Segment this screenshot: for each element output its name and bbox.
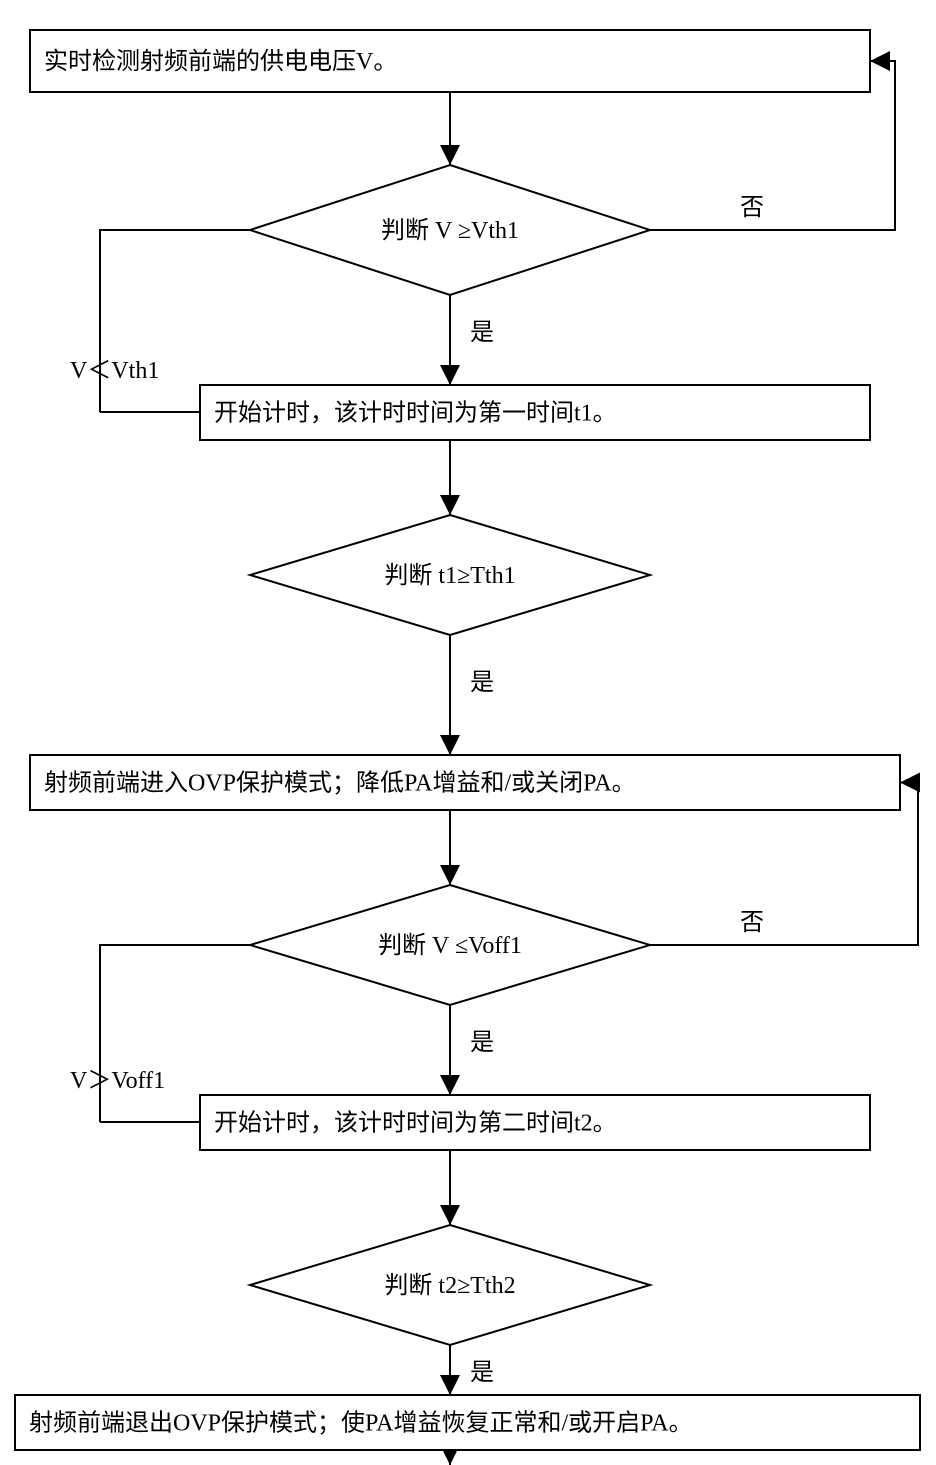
node-n5: 射频前端退出OVP保护模式；使PA增益恢复正常和/或开启PA。	[15, 1395, 920, 1450]
edge-e_d4_n5-label: 是	[470, 1360, 494, 1386]
node-n4-label: 开始计时，该计时时间为第二时间t2。	[214, 1110, 617, 1137]
node-d2: 判断 t1≥Tth1	[250, 515, 650, 635]
node-d4: 判断 t2≥Tth2	[250, 1225, 650, 1345]
node-n2-label: 开始计时，该计时时间为第一时间t1。	[214, 400, 617, 427]
edge-e_d3_n4-label: 是	[470, 1030, 494, 1056]
node-n3: 射频前端进入OVP保护模式；降低PA增益和/或关闭PA。	[30, 755, 900, 810]
edge-e_d3_no-label: 否	[740, 910, 764, 936]
node-n4: 开始计时，该计时时间为第二时间t2。	[200, 1095, 870, 1150]
edge-e_d1_n2-label: 是	[470, 320, 494, 346]
node-n1-label: 实时检测射频前端的供电电压V。	[44, 48, 397, 75]
flowchart-diagram: 实时检测射频前端的供电电压V。判断 V ≥Vth1 开始计时，该计时时间为第一时间…	[0, 0, 936, 1465]
node-d2-label: 判断 t1≥Tth1	[384, 562, 515, 589]
edge-e_n2_left-label: V＜Vth1	[70, 358, 159, 384]
node-n5-label: 射频前端退出OVP保护模式；使PA增益恢复正常和/或开启PA。	[29, 1410, 693, 1437]
edge-e_d2_n3-label: 是	[470, 670, 494, 696]
node-d1-label: 判断 V ≥Vth1	[381, 217, 519, 244]
node-n3-label: 射频前端进入OVP保护模式；降低PA增益和/或关闭PA。	[44, 770, 636, 797]
node-d3-label: 判断 V ≤Voff1	[378, 932, 522, 959]
node-n1: 实时检测射频前端的供电电压V。	[30, 30, 870, 92]
node-d1: 判断 V ≥Vth1	[250, 165, 650, 295]
edge-e_d1_no-label: 否	[740, 195, 764, 221]
edge-e_n4_left-label: V＞Voff1	[70, 1068, 165, 1094]
nodes-layer: 实时检测射频前端的供电电压V。判断 V ≥Vth1 开始计时，该计时时间为第一时间…	[15, 30, 920, 1450]
node-d3: 判断 V ≤Voff1	[250, 885, 650, 1005]
node-n2: 开始计时，该计时时间为第一时间t1。	[200, 385, 870, 440]
node-d4-label: 判断 t2≥Tth2	[384, 1272, 515, 1299]
